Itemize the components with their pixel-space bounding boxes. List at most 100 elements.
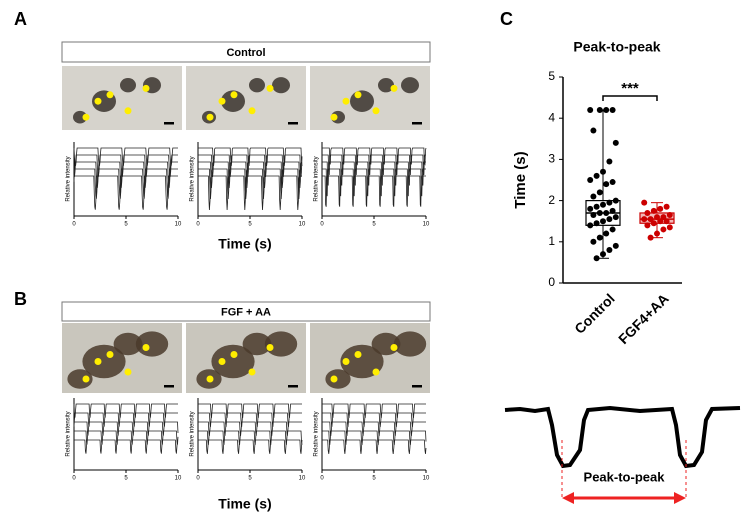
cell-cluster [350, 90, 374, 112]
roi-dot [82, 375, 90, 383]
trace [322, 403, 426, 418]
trace [73, 154, 178, 177]
data-point [612, 214, 619, 221]
cell-cluster [272, 77, 290, 94]
data-point [612, 139, 619, 146]
roi-dot [218, 97, 226, 105]
data-point [657, 205, 664, 212]
x-tick-label: 5 [372, 476, 376, 482]
scale-bar [288, 385, 298, 388]
x-tick-label: FGF4+AA [615, 290, 672, 347]
data-point [666, 212, 673, 219]
trace [74, 439, 178, 454]
x-tick-label: 10 [175, 222, 182, 228]
cell-cluster [401, 77, 419, 94]
roi-dot [218, 358, 226, 365]
x-tick-label: 0 [196, 476, 200, 482]
cell-cluster [73, 110, 87, 124]
data-point [593, 220, 600, 227]
data-point [590, 127, 597, 134]
x-axis-label: Time (s) [218, 496, 271, 512]
trace [198, 412, 302, 427]
data-point [593, 203, 600, 210]
y-axis-label: Relative intensity [314, 411, 320, 456]
data-point [660, 214, 667, 221]
roi-dot [354, 91, 362, 99]
trace [198, 421, 302, 436]
x-tick-label: 0 [196, 222, 200, 228]
scale-bar [412, 385, 422, 388]
data-point [606, 216, 613, 223]
x-tick-label: 5 [248, 222, 252, 228]
x-tick-label: 0 [72, 222, 76, 228]
roi-dot [372, 107, 380, 115]
cell-cluster [120, 78, 136, 93]
y-tick-label: 4 [548, 110, 555, 124]
data-point [644, 222, 651, 229]
x-tick-label: 5 [248, 476, 252, 482]
trace [74, 430, 179, 445]
cell-cluster [371, 332, 401, 356]
data-point [603, 181, 610, 188]
data-point [587, 222, 594, 229]
panel-label: C [500, 9, 513, 29]
roi-dot [206, 113, 214, 121]
roi-dot [330, 375, 338, 383]
scale-bar [164, 122, 174, 125]
trace [322, 168, 426, 197]
y-tick-label: 5 [548, 69, 555, 83]
data-point [606, 199, 613, 206]
panel-label: A [14, 9, 27, 29]
trace [73, 412, 178, 427]
trace [198, 175, 302, 211]
roi-dot [372, 368, 380, 376]
data-point [650, 220, 657, 227]
y-tick-label: 1 [548, 234, 555, 248]
x-tick-label: 10 [175, 476, 182, 482]
roi-dot [342, 358, 350, 365]
trace [198, 154, 303, 178]
roi-dot [266, 344, 274, 351]
data-point [609, 106, 616, 113]
x-tick-label: 5 [124, 222, 128, 228]
data-point [600, 218, 606, 225]
data-point [596, 189, 603, 196]
x-tick-label: 10 [299, 476, 306, 482]
roi-dot [330, 113, 338, 121]
trace [322, 430, 427, 445]
data-point [593, 172, 600, 179]
data-point [600, 251, 606, 258]
roi-dot [142, 84, 150, 92]
cell-cluster [82, 344, 126, 379]
roi-dot [142, 344, 150, 351]
data-point [587, 177, 594, 183]
roi-dot [206, 375, 214, 383]
data-point [612, 242, 619, 249]
data-point [606, 247, 613, 254]
roi-dot [266, 84, 274, 92]
data-point [603, 106, 610, 113]
cell-cluster [393, 331, 427, 357]
data-point [650, 207, 657, 214]
header: FGF + AA [221, 306, 271, 318]
data-point [596, 209, 603, 216]
cell-cluster [249, 78, 265, 93]
x-tick-label: 10 [299, 222, 306, 228]
roi-dot [248, 368, 256, 376]
roi-dot [94, 97, 102, 105]
chart-title: Peak-to-peak [573, 39, 660, 55]
roi-dot [124, 368, 132, 376]
data-point [590, 212, 597, 219]
y-axis-label: Relative intensity [190, 411, 196, 456]
roi-dot [248, 107, 256, 115]
x-tick-label: 5 [372, 222, 376, 228]
x-tick-label: 0 [320, 476, 324, 482]
roi-dot [354, 351, 362, 358]
data-point [603, 209, 610, 216]
y-tick-label: 2 [548, 193, 555, 207]
trace [73, 147, 178, 166]
data-point [641, 199, 648, 206]
trace [322, 147, 427, 166]
y-axis-label: Relative intensity [314, 156, 320, 201]
